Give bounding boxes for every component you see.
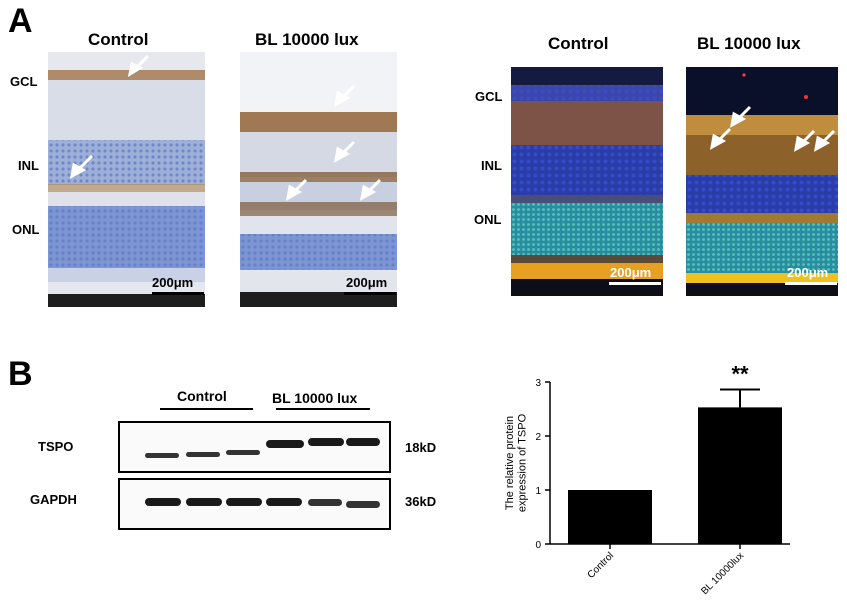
tspo-band-4 bbox=[266, 440, 304, 448]
x-tick-label-1: BL 10000lux bbox=[699, 550, 746, 597]
wb-group-bl-line bbox=[276, 408, 370, 410]
wb-group-control-line bbox=[160, 408, 253, 410]
ihc-title-bl: BL 10000 lux bbox=[255, 30, 359, 49]
ihc-bl-image bbox=[240, 52, 397, 307]
blot-size-tspo: 18kD bbox=[405, 440, 437, 455]
ihc-bl-scale-bar bbox=[344, 292, 396, 295]
if-control-image bbox=[511, 67, 663, 296]
ihc-control-image bbox=[48, 52, 205, 307]
gapdh-band-1 bbox=[145, 498, 181, 506]
wb-group-bl: BL 10000 lux bbox=[272, 390, 358, 406]
if-bl-image bbox=[686, 67, 838, 296]
panel-b-letter: B bbox=[8, 355, 33, 393]
x-tick-label-0: Control bbox=[586, 550, 617, 581]
tspo-band-2 bbox=[186, 452, 220, 457]
ihc-bl-scale-label: 200μm bbox=[346, 275, 388, 290]
y-tick-label-3: 3 bbox=[535, 378, 541, 389]
ihc-layer-onl: ONL bbox=[12, 222, 40, 237]
gapdh-band-3 bbox=[226, 498, 262, 506]
tspo-band-5 bbox=[308, 438, 344, 446]
gapdh-band-2 bbox=[186, 498, 222, 506]
if-control-scale-bar bbox=[609, 282, 661, 285]
bar-0 bbox=[568, 490, 652, 544]
gapdh-band-4 bbox=[266, 498, 302, 506]
if-title-control: Control bbox=[548, 34, 609, 53]
tspo-band-3 bbox=[226, 450, 260, 455]
blot-size-gapdh: 36kD bbox=[405, 494, 437, 509]
blot-tspo bbox=[118, 421, 391, 473]
if-title-bl: BL 10000 lux bbox=[697, 34, 801, 53]
tspo-bar-chart: 0 1 2 3 The relative proteinexpression of TS… bbox=[504, 365, 790, 597]
if-layer-onl: ONL bbox=[474, 212, 502, 227]
blot-label-tspo: TSPO bbox=[38, 439, 74, 454]
tspo-band-6 bbox=[346, 438, 380, 446]
gapdh-band-5 bbox=[308, 499, 342, 506]
blot-gapdh bbox=[118, 478, 391, 530]
if-control-scale-label: 200μm bbox=[610, 265, 652, 280]
if-layer-gcl: GCL bbox=[475, 89, 503, 104]
y-tick-label-0: 0 bbox=[535, 540, 541, 551]
wb-group-control: Control bbox=[177, 388, 227, 404]
significance-annotation: ** bbox=[731, 365, 749, 387]
ihc-control-scale-bar bbox=[152, 292, 204, 295]
if-layer-inl: INL bbox=[481, 158, 502, 173]
if-bl-scale-label: 200μm bbox=[787, 265, 829, 280]
panel-a-letter: A bbox=[8, 2, 33, 40]
ihc-layer-inl: INL bbox=[18, 158, 39, 173]
if-bl-scale-bar bbox=[785, 282, 837, 285]
tspo-band-1 bbox=[145, 453, 179, 458]
y-tick-label-1: 1 bbox=[535, 486, 541, 497]
y-axis-label: The relative proteinexpression of TSPO bbox=[504, 413, 529, 512]
y-tick-label-2: 2 bbox=[535, 432, 541, 443]
blot-label-gapdh: GAPDH bbox=[30, 492, 77, 507]
bar-1 bbox=[698, 407, 782, 544]
ihc-control-scale-label: 200μm bbox=[152, 275, 194, 290]
gapdh-band-6 bbox=[346, 501, 380, 508]
ihc-title-control: Control bbox=[88, 30, 149, 49]
ihc-layer-gcl: GCL bbox=[10, 74, 38, 89]
